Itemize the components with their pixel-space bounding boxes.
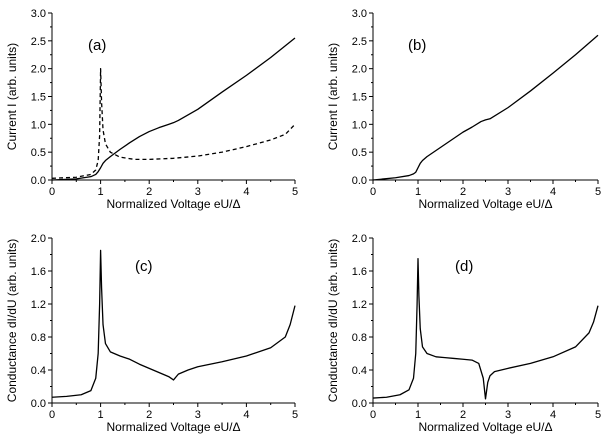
panel-label: (c) bbox=[135, 258, 153, 275]
x-tick-label: 4 bbox=[550, 409, 556, 421]
x-tick-label: 0 bbox=[370, 409, 376, 421]
x-tick-label: 0 bbox=[49, 186, 55, 198]
panel-label: (b) bbox=[408, 37, 426, 54]
panel-c: 0 1 2 3 4 5 0.0 0.4 0.8 1.2 1.6 2.0 Normalized Volta… bbox=[5, 233, 298, 434]
solid-curve bbox=[372, 34, 599, 181]
y-tick-label: 2.0 bbox=[352, 233, 367, 245]
y-axis-label: Current I (arb. units) bbox=[5, 43, 19, 150]
y-tick-label: 2.0 bbox=[31, 64, 46, 76]
y-axis-label: Current I (arb. units) bbox=[326, 43, 340, 150]
y-tick-label: 0.8 bbox=[31, 332, 46, 344]
x-tick-label: 2 bbox=[460, 409, 466, 421]
panel-b: 0 1 2 3 4 5 0.0 0.5 1.0 1.5 2.0 2.5 3.0 Normalized Vo… bbox=[326, 8, 601, 211]
x-tick-label: 4 bbox=[243, 186, 249, 198]
y-tick-label: 0.8 bbox=[352, 332, 367, 344]
y-tick-label: 0.0 bbox=[352, 398, 367, 410]
y-tick-label: 1.2 bbox=[352, 299, 367, 311]
y-tick-label: 2.0 bbox=[352, 64, 367, 76]
dashed-curve bbox=[51, 68, 296, 179]
x-tick-label: 3 bbox=[195, 186, 201, 198]
x-tick-label: 1 bbox=[98, 409, 104, 421]
x-tick-label: 1 bbox=[415, 409, 421, 421]
y-tick-label: 2.5 bbox=[31, 36, 46, 48]
y-tick-label: 1.2 bbox=[31, 299, 46, 311]
y-tick-label: 2.5 bbox=[352, 36, 367, 48]
y-tick-label: 1.5 bbox=[31, 92, 46, 104]
y-tick-label: 1.6 bbox=[352, 266, 367, 278]
x-tick-label: 1 bbox=[415, 186, 421, 198]
x-tick-label: 2 bbox=[460, 186, 466, 198]
x-tick-label: 5 bbox=[595, 409, 601, 421]
x-tick-label: 1 bbox=[98, 186, 104, 198]
y-axis-label: Conductance dI/dU (arb. units) bbox=[5, 239, 19, 402]
x-tick-label: 3 bbox=[195, 409, 201, 421]
panel-a: 0 1 2 3 4 5 0.0 0.5 1.0 1.5 2.0 2.5 3.0 Normalized Vo… bbox=[5, 8, 298, 211]
x-tick-label: 5 bbox=[292, 409, 298, 421]
x-axis-label: Normalized Voltage eU/Δ bbox=[418, 420, 552, 434]
x-axis-label: Normalized Voltage eU/Δ bbox=[106, 197, 240, 211]
x-axis-label: Normalized Voltage eU/Δ bbox=[106, 420, 240, 434]
y-tick-label: 0.0 bbox=[352, 175, 367, 187]
y-tick-label: 0.0 bbox=[31, 175, 46, 187]
x-tick-label: 5 bbox=[292, 186, 298, 198]
y-tick-label: 1.5 bbox=[352, 92, 367, 104]
y-tick-label: 3.0 bbox=[31, 8, 46, 20]
x-tick-label: 4 bbox=[243, 409, 249, 421]
y-tick-label: 1.0 bbox=[352, 119, 367, 131]
x-axis-label: Normalized Voltage eU/Δ bbox=[418, 197, 552, 211]
x-tick-label: 4 bbox=[550, 186, 556, 198]
panel-label: (d) bbox=[455, 258, 473, 275]
y-tick-label: 1.6 bbox=[31, 266, 46, 278]
x-tick-label: 0 bbox=[49, 409, 55, 421]
y-tick-label: 3.0 bbox=[352, 8, 367, 20]
x-tick-label: 3 bbox=[505, 409, 511, 421]
y-tick-label: 0.5 bbox=[31, 147, 46, 159]
panel-label: (a) bbox=[88, 37, 106, 54]
y-tick-label: 0.5 bbox=[352, 147, 367, 159]
panel-d: 0 1 2 3 4 5 0.0 0.4 0.8 1.2 1.6 2.0 Normalized Volta… bbox=[326, 233, 601, 434]
y-tick-label: 0.0 bbox=[31, 398, 46, 410]
y-tick-label: 0.4 bbox=[352, 365, 367, 377]
x-tick-label: 0 bbox=[370, 186, 376, 198]
x-tick-label: 3 bbox=[505, 186, 511, 198]
x-tick-label: 2 bbox=[146, 409, 152, 421]
solid-curve bbox=[372, 257, 599, 400]
y-tick-label: 2.0 bbox=[31, 233, 46, 245]
y-tick-label: 1.0 bbox=[31, 119, 46, 131]
x-tick-label: 5 bbox=[595, 186, 601, 198]
y-tick-label: 0.4 bbox=[31, 365, 46, 377]
solid-curve bbox=[51, 249, 296, 398]
solid-curve bbox=[51, 37, 296, 181]
y-axis-label: Conductance dI/dU (arb. units) bbox=[326, 239, 340, 402]
x-tick-label: 2 bbox=[146, 186, 152, 198]
